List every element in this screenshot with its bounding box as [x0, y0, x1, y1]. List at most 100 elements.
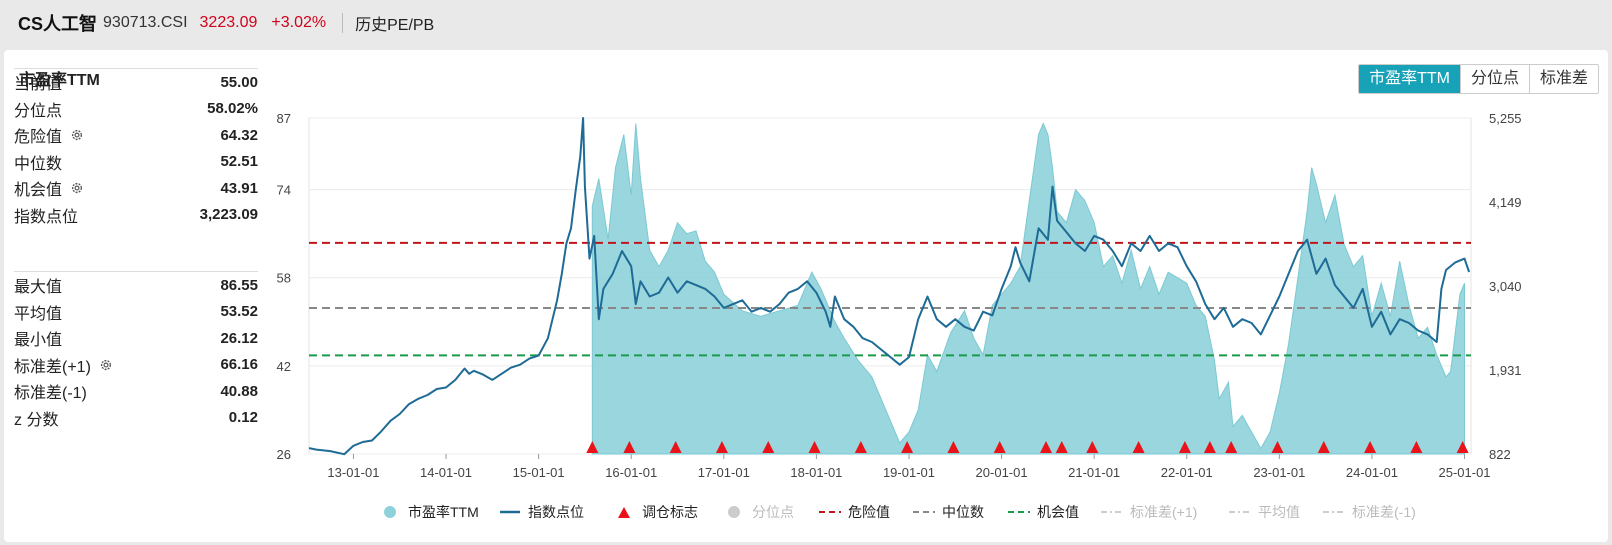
stat-value: 53.52	[220, 303, 258, 321]
legend-item[interactable]: 标准差(+1)	[1100, 502, 1197, 522]
stat-row: 标准差(-1) 40.88	[14, 378, 258, 405]
rebalance-marker	[586, 441, 599, 453]
panel-title: 市盈率TTM	[19, 72, 100, 89]
gear-icon[interactable]	[99, 358, 113, 372]
rebalance-marker	[1055, 441, 1068, 453]
y-right-tick-label: 1,931	[1489, 363, 1522, 378]
metric-tabs: 市盈率TTM 分位点 标准差	[1358, 64, 1599, 94]
y-left-tick-label: 58	[277, 271, 291, 286]
legend-dash-icon	[1008, 511, 1030, 513]
rebalance-marker	[1317, 441, 1330, 453]
plot-area	[308, 117, 1472, 455]
y-left-tick-label: 87	[277, 111, 291, 126]
legend-item[interactable]: 分位点	[722, 502, 794, 522]
stat-value: 55.00	[220, 73, 258, 91]
y-left-tick-label: 26	[277, 447, 291, 462]
tab-std-dev[interactable]: 标准差	[1528, 65, 1598, 93]
legend-label: 标准差(-1)	[1352, 504, 1416, 520]
gear-icon[interactable]	[70, 181, 84, 195]
stat-row: 当前值 55.00	[14, 69, 258, 96]
x-tick-label: 23-01-01	[1253, 465, 1305, 480]
stat-value: 40.88	[220, 382, 258, 400]
x-tick-label: 20-01-01	[976, 465, 1028, 480]
stat-value: 86.55	[220, 276, 258, 294]
x-tick-label: 18-01-01	[790, 465, 842, 480]
stat-value: 26.12	[220, 329, 258, 347]
x-tick-label: 21-01-01	[1068, 465, 1120, 480]
stat-label: 标准差(-1)	[14, 385, 87, 403]
legend-line-icon	[500, 510, 520, 514]
rebalance-marker	[1225, 441, 1238, 453]
stat-label: 最大值	[14, 279, 63, 297]
legend-label: 标准差(+1)	[1130, 504, 1198, 520]
stat-value: 58.02%	[207, 100, 258, 118]
stat-row: 标准差(+1) 66.16	[14, 352, 258, 379]
index-change-pct: +3.02%	[271, 14, 327, 31]
legend-dash-icon	[913, 511, 935, 513]
legend-item[interactable]: 危险值	[818, 502, 890, 522]
rebalance-marker	[1086, 441, 1099, 453]
index-name: CS人工智	[18, 14, 98, 34]
x-tick-label: 13-01-01	[327, 465, 379, 480]
legend-circle-icon	[728, 506, 740, 518]
legend-label: 平均值	[1258, 504, 1300, 520]
legend-item[interactable]: 调仓标志	[612, 502, 698, 522]
stat-label: 危险值	[14, 123, 84, 147]
stat-label: 分位点	[14, 102, 63, 120]
legend-item[interactable]: 指数点位	[498, 502, 584, 522]
y-right-tick-label: 4,149	[1489, 195, 1522, 210]
y-left-tick-label: 74	[277, 183, 291, 198]
stat-row: 中位数 52.51	[14, 149, 258, 176]
rebalance-marker	[1271, 441, 1284, 453]
legend-item[interactable]: 中位数	[912, 502, 984, 522]
legend-label: 机会值	[1037, 504, 1079, 520]
tab-percentile[interactable]: 分位点	[1459, 65, 1529, 93]
stat-value: 43.91	[220, 179, 258, 197]
rebalance-marker	[669, 441, 682, 453]
pe-ttm-area	[591, 122, 1465, 455]
stat-label: 最小值	[14, 332, 63, 350]
legend-dashdot-icon	[1229, 511, 1251, 513]
stat-value: 52.51	[220, 153, 258, 171]
legend-item[interactable]: 机会值	[1007, 502, 1079, 522]
history-pe-pb-link[interactable]: 历史PE/PB	[355, 17, 435, 34]
stat-value: 3,223.09	[199, 206, 258, 224]
legend-dashdot-icon	[1101, 511, 1123, 513]
stat-label: 标准差(+1)	[14, 353, 113, 377]
legend-label: 调仓标志	[642, 504, 698, 520]
rebalance-marker	[1132, 441, 1145, 453]
stat-label: 平均值	[14, 305, 63, 323]
y-right-tick-label: 822	[1489, 447, 1511, 462]
stat-label: 指数点位	[14, 208, 79, 226]
divider	[342, 13, 344, 33]
x-tick-label: 19-01-01	[883, 465, 935, 480]
rebalance-marker	[1456, 441, 1469, 453]
stat-label: 当前值	[14, 76, 63, 94]
stat-value: 0.12	[228, 409, 258, 427]
rebalance-marker	[993, 441, 1006, 453]
chart-legend: 市盈率TTM 指数点位 调仓标志 分位点 危险值 中位数 机会值 标准差(+1) 平均值 标准差(…	[0, 496, 1612, 526]
legend-item[interactable]: 标准差(-1)	[1322, 502, 1416, 522]
rebalance-marker	[715, 441, 728, 453]
stat-label: z 分数	[14, 411, 59, 429]
index-code: 930713.CSI	[103, 14, 188, 31]
rebalance-marker	[1040, 441, 1053, 453]
rebalance-marker	[854, 441, 867, 453]
gear-icon[interactable]	[70, 128, 84, 142]
stat-row: 指数点位 3,223.09	[14, 202, 258, 229]
legend-label: 分位点	[752, 504, 794, 520]
tab-pe-ttm[interactable]: 市盈率TTM	[1359, 65, 1460, 93]
index-level-line	[308, 117, 1471, 456]
x-tick-label: 15-01-01	[513, 465, 565, 480]
stat-row: 分位点 58.02%	[14, 96, 258, 123]
rebalance-marker	[808, 441, 821, 453]
legend-dash-icon	[819, 511, 841, 513]
stat-row: 机会值 43.91	[14, 175, 258, 202]
stat-label: 中位数	[14, 155, 63, 173]
legend-item[interactable]: 市盈率TTM	[378, 502, 479, 522]
legend-item[interactable]: 平均值	[1228, 502, 1300, 522]
stat-value: 66.16	[220, 356, 258, 374]
rebalance-marker	[901, 441, 914, 453]
index-price: 3223.09	[199, 14, 258, 31]
y-right-tick-label: 3,040	[1489, 279, 1522, 294]
